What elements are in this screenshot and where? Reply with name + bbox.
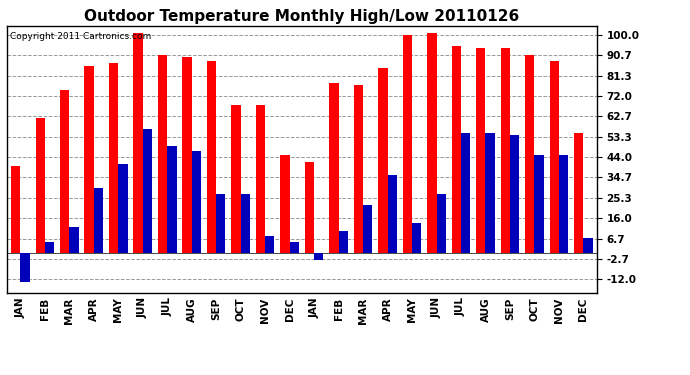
Bar xyxy=(94,188,103,253)
Bar xyxy=(574,133,583,253)
Bar xyxy=(265,236,275,253)
Bar xyxy=(501,48,510,253)
Bar xyxy=(403,35,412,253)
Bar xyxy=(11,166,21,253)
Bar xyxy=(167,146,177,253)
Bar xyxy=(216,194,226,253)
Bar xyxy=(231,105,241,253)
Bar xyxy=(476,48,486,253)
Bar xyxy=(192,151,201,253)
Bar xyxy=(84,66,94,253)
Bar xyxy=(182,57,192,253)
Bar xyxy=(550,61,559,253)
Bar xyxy=(45,242,54,253)
Bar xyxy=(525,55,535,253)
Bar xyxy=(118,164,128,253)
Bar xyxy=(354,85,363,253)
Bar xyxy=(280,155,290,253)
Bar xyxy=(241,194,250,253)
Bar xyxy=(143,129,152,253)
Bar xyxy=(109,63,118,253)
Bar xyxy=(412,223,422,253)
Bar xyxy=(207,61,216,253)
Bar xyxy=(339,231,348,253)
Bar xyxy=(510,135,520,253)
Bar xyxy=(36,118,45,253)
Bar xyxy=(256,105,265,253)
Bar xyxy=(60,90,69,253)
Bar xyxy=(363,205,373,253)
Text: Copyright 2011 Cartronics.com: Copyright 2011 Cartronics.com xyxy=(10,32,151,40)
Bar xyxy=(133,33,143,253)
Bar xyxy=(452,46,461,253)
Bar xyxy=(437,194,446,253)
Bar xyxy=(535,155,544,253)
Bar xyxy=(486,133,495,253)
Bar xyxy=(290,242,299,253)
Bar xyxy=(21,253,30,282)
Bar xyxy=(158,55,167,253)
Bar xyxy=(329,83,339,253)
Bar xyxy=(461,133,471,253)
Bar xyxy=(388,175,397,253)
Bar xyxy=(314,253,324,260)
Bar xyxy=(69,227,79,253)
Bar xyxy=(583,238,593,253)
Bar xyxy=(378,68,388,253)
Bar xyxy=(305,162,314,253)
Bar xyxy=(427,33,437,253)
Bar xyxy=(559,155,568,253)
Title: Outdoor Temperature Monthly High/Low 20110126: Outdoor Temperature Monthly High/Low 201… xyxy=(84,9,520,24)
